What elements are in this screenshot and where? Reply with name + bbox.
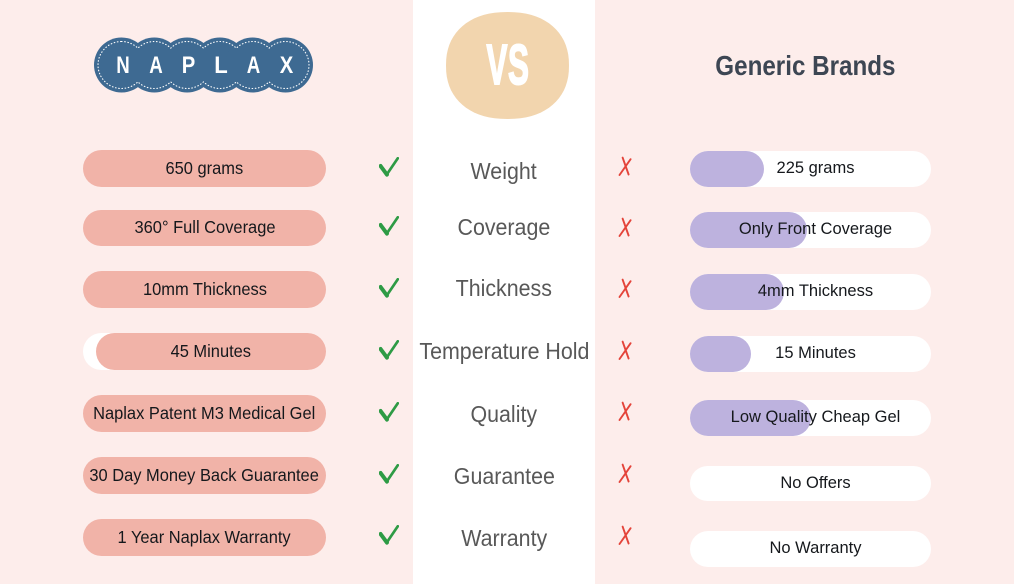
svg-text:A: A	[247, 52, 261, 79]
svg-text:X: X	[280, 52, 294, 79]
svg-text:L: L	[214, 52, 228, 79]
svg-text:P: P	[182, 52, 196, 79]
svg-text:A: A	[149, 52, 163, 79]
svg-text:N: N	[116, 52, 130, 79]
